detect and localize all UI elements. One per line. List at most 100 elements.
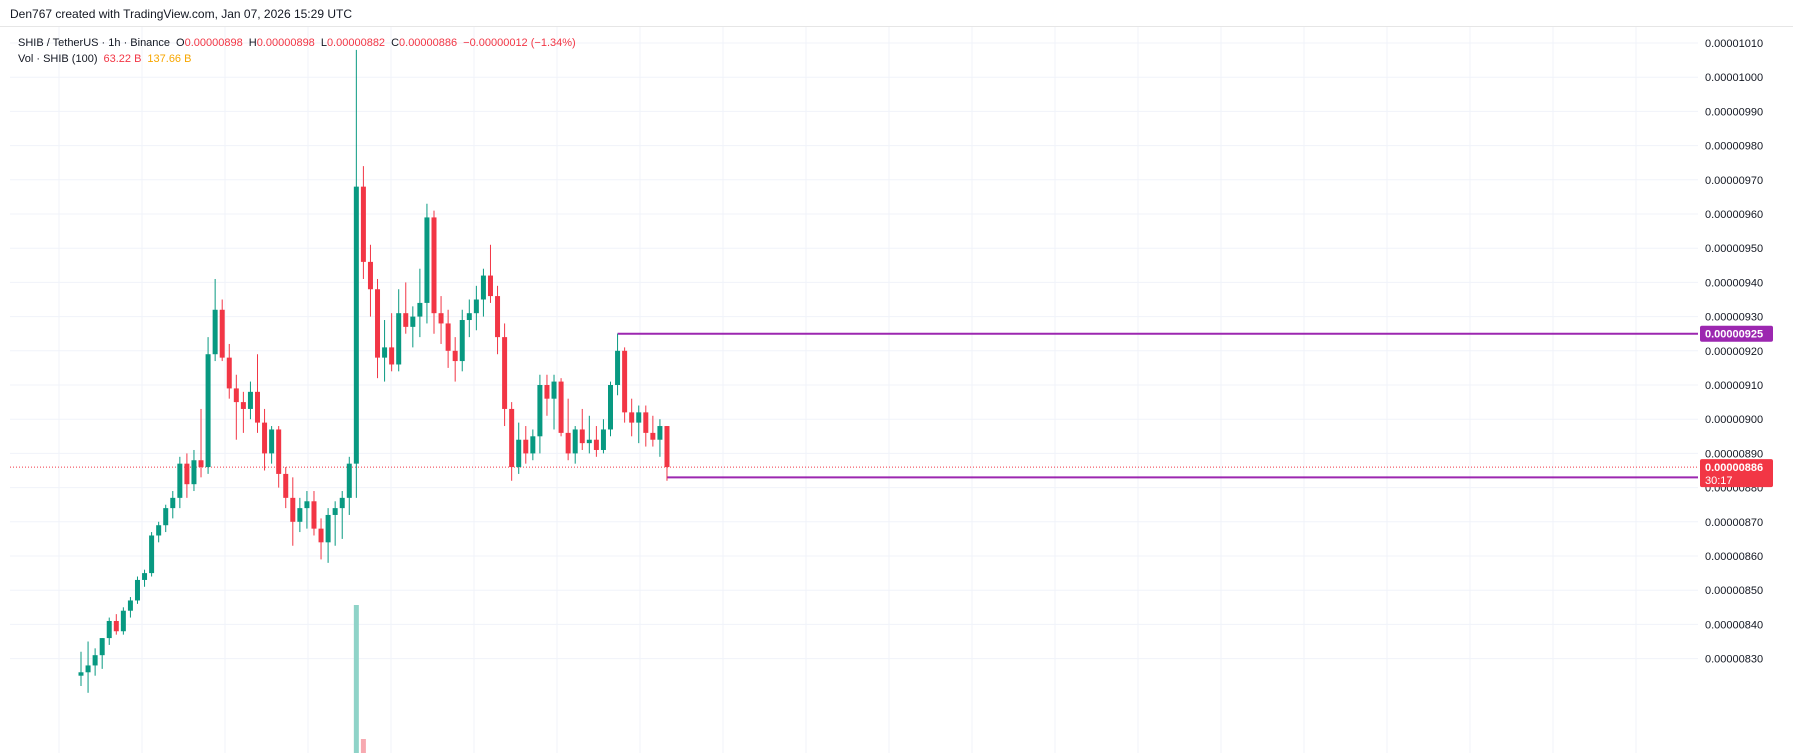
candle bbox=[346, 456, 352, 515]
candle-body bbox=[417, 302, 423, 317]
candle bbox=[636, 405, 642, 444]
price-tick-label: 0.00001000 bbox=[1705, 72, 1763, 84]
candle bbox=[247, 381, 253, 420]
candle-body bbox=[156, 525, 162, 536]
candle bbox=[255, 354, 260, 433]
candle bbox=[99, 638, 105, 669]
price-tick-label: 0.00000900 bbox=[1705, 414, 1763, 426]
candle-body bbox=[304, 501, 310, 509]
candle bbox=[120, 607, 126, 635]
candle-body bbox=[473, 299, 479, 314]
candle bbox=[593, 426, 599, 457]
candle bbox=[643, 405, 649, 447]
candle bbox=[262, 408, 268, 471]
candle bbox=[149, 532, 155, 577]
attribution-bar: Den767 created with TradingView.com, Jan… bbox=[0, 0, 1793, 27]
candle-body bbox=[544, 385, 550, 399]
candle-body bbox=[622, 350, 628, 413]
candle bbox=[403, 282, 409, 334]
price-tick-label: 0.00000920 bbox=[1705, 346, 1763, 358]
candle-body bbox=[290, 497, 296, 522]
candle-body bbox=[572, 429, 578, 454]
price-tick-label: 0.00000890 bbox=[1705, 448, 1763, 460]
candle-body bbox=[495, 296, 501, 338]
candle-body bbox=[233, 388, 239, 403]
candle bbox=[184, 453, 190, 498]
candle-body bbox=[502, 337, 508, 409]
candle-body bbox=[177, 463, 183, 498]
candle-body bbox=[445, 323, 451, 351]
candle-body bbox=[629, 412, 635, 423]
candle bbox=[367, 244, 373, 317]
legend-symbol[interactable]: SHIB / TetherUS · 1h · Binance bbox=[18, 37, 171, 49]
candle-body bbox=[247, 391, 253, 409]
candle bbox=[622, 347, 628, 423]
candle-body bbox=[516, 439, 522, 468]
candle bbox=[311, 491, 317, 536]
candle-body bbox=[99, 638, 105, 656]
candle-body bbox=[586, 439, 592, 444]
legend-change: −0.00000012 (−1.34%) bbox=[463, 37, 576, 49]
price-tick-label: 0.00000980 bbox=[1705, 141, 1763, 153]
candle bbox=[551, 374, 557, 430]
candle-body bbox=[142, 573, 148, 580]
candle-body bbox=[276, 429, 282, 474]
horizontal-levels[interactable] bbox=[617, 332, 1698, 479]
candle bbox=[240, 391, 246, 433]
candle-body bbox=[410, 316, 416, 327]
candle bbox=[600, 419, 606, 454]
candle bbox=[156, 521, 162, 543]
candle bbox=[396, 289, 402, 372]
candle-body bbox=[650, 432, 656, 440]
legend-close-label: C bbox=[391, 37, 400, 49]
candle-body bbox=[382, 347, 388, 358]
candle bbox=[452, 337, 458, 382]
candle-body bbox=[431, 217, 437, 314]
candle bbox=[318, 518, 324, 560]
candle bbox=[339, 491, 345, 539]
legend-low-label: L bbox=[320, 37, 327, 49]
price-axis[interactable]: 0.00000830 0.00000840 0.00000850 0.00000860… bbox=[1698, 27, 1793, 753]
legend-volume-label[interactable]: Vol · SHIB (100) bbox=[18, 53, 98, 65]
candle bbox=[85, 641, 91, 693]
legend-high-label: H bbox=[248, 37, 257, 49]
candle-body bbox=[643, 412, 649, 433]
candle-body bbox=[198, 460, 204, 468]
candle bbox=[537, 374, 543, 454]
candle bbox=[78, 651, 84, 686]
candle-body bbox=[332, 508, 338, 515]
candle bbox=[113, 614, 119, 635]
candle bbox=[353, 49, 359, 498]
candle bbox=[417, 268, 423, 338]
candle bbox=[586, 415, 592, 454]
candle-body bbox=[403, 313, 409, 327]
candle bbox=[304, 491, 310, 529]
candle-body bbox=[664, 426, 670, 468]
candle-body bbox=[170, 497, 176, 509]
candle-body bbox=[85, 665, 91, 673]
candle-body bbox=[551, 381, 557, 399]
price-tick-label: 0.00000860 bbox=[1705, 551, 1763, 563]
price-tick-label: 0.00000950 bbox=[1705, 243, 1763, 255]
candle bbox=[445, 309, 451, 368]
candle bbox=[297, 497, 303, 533]
candle bbox=[198, 408, 204, 478]
legend-volume-ma-value: 137.66 B bbox=[147, 53, 192, 65]
legend-close-value: 0.00000886 bbox=[399, 37, 458, 49]
candle bbox=[382, 320, 388, 382]
candle bbox=[106, 617, 112, 645]
candle-body bbox=[558, 381, 564, 433]
candle-body bbox=[579, 429, 585, 444]
price-axis-background bbox=[1698, 27, 1793, 753]
candle-body bbox=[318, 528, 324, 543]
price-tick-label: 0.00000830 bbox=[1705, 654, 1763, 666]
candle bbox=[127, 597, 133, 618]
candle-body bbox=[226, 357, 232, 389]
candle bbox=[191, 449, 197, 492]
price-tick-label: 0.00000930 bbox=[1705, 312, 1763, 324]
volume-bar bbox=[360, 739, 366, 753]
candle-body bbox=[375, 289, 381, 358]
candle bbox=[212, 278, 218, 362]
price-chart[interactable]: 0.00000830 0.00000840 0.00000850 0.00000860… bbox=[0, 27, 1793, 753]
